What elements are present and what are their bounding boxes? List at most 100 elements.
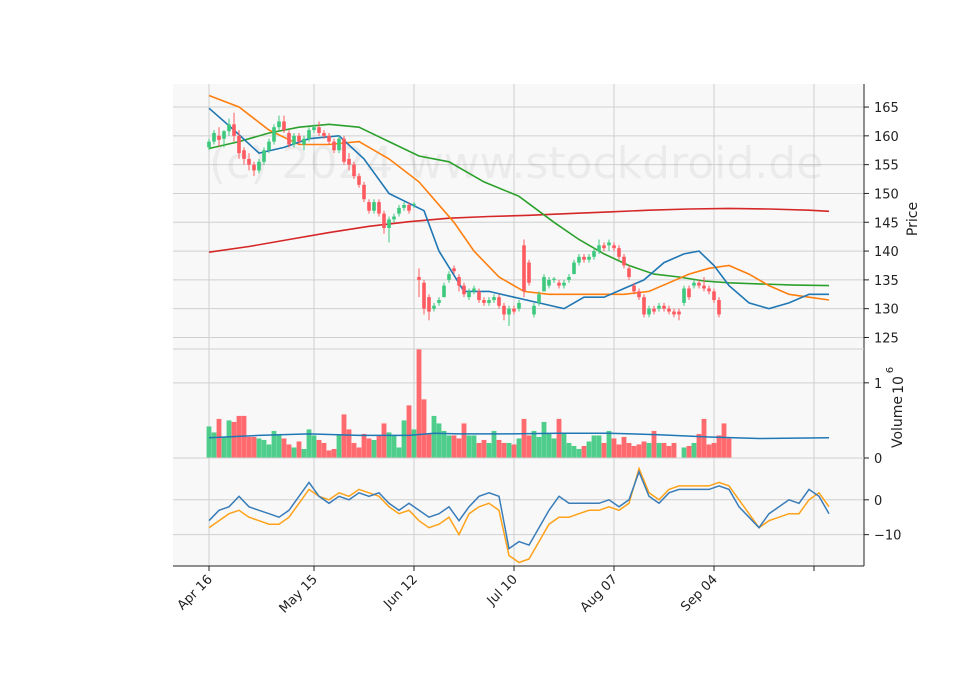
candle-body [552, 278, 556, 280]
candle-body [417, 276, 421, 280]
volume-bar [286, 444, 292, 458]
candle-body [362, 184, 366, 200]
candle-body [447, 274, 451, 280]
volume-bar [631, 445, 637, 458]
volume-bar [466, 435, 472, 458]
volume-bar [311, 435, 317, 458]
price-tick-label: 135 [874, 274, 899, 289]
candle-body [492, 297, 496, 301]
volume-bar [326, 450, 332, 458]
candle-body [442, 285, 446, 298]
candle-body [472, 288, 476, 292]
volume-bar [371, 439, 377, 458]
price-tick-label: 155 [874, 159, 899, 174]
candle-body [382, 213, 386, 229]
volume-bar [206, 426, 212, 458]
candle-body [377, 202, 381, 214]
volume-bar [701, 418, 707, 458]
volume-bar [301, 448, 307, 458]
volume-bar [401, 420, 407, 458]
volume-bar [541, 421, 547, 458]
volume-bar [211, 432, 217, 458]
candle-body [267, 141, 271, 151]
volume-bar [416, 349, 422, 458]
volume-bar [391, 435, 397, 458]
price-tick-label: 150 [874, 187, 899, 202]
volume-bar [501, 442, 507, 458]
candle-body [617, 248, 621, 257]
volume-bar [526, 435, 532, 458]
candle-body [642, 297, 646, 315]
candle-body [242, 150, 246, 159]
volume-bar [361, 433, 367, 458]
candle-body [247, 158, 251, 165]
volume-bar [601, 442, 607, 458]
candle-body [352, 164, 356, 177]
candle-body [672, 311, 676, 315]
candle-body [497, 297, 501, 306]
volume-bar [331, 448, 337, 458]
candle-body [427, 297, 431, 312]
volume-bar [721, 423, 727, 458]
candle-body [532, 305, 536, 315]
volume-bar [396, 447, 402, 458]
volume-layer [206, 349, 830, 458]
candle-body [537, 294, 541, 303]
volume-bar [386, 432, 392, 458]
x-tick-label: Jul 10 [484, 572, 521, 609]
candle-body [327, 135, 331, 142]
candle-body [217, 135, 221, 140]
volume-bar [696, 433, 702, 458]
candle-body [292, 135, 296, 145]
volume-scale-base: 10 [891, 376, 907, 394]
candle-body [322, 132, 326, 136]
volume-bar [421, 399, 427, 458]
volume-bar [536, 436, 542, 458]
volume-bar [411, 429, 417, 458]
candle-body [592, 251, 596, 257]
volume-bar [716, 435, 722, 458]
candle-body [612, 245, 616, 249]
candlestick-layer [207, 112, 721, 326]
x-tick-label: Apr 16 [175, 572, 216, 613]
volume-tick-label: 0 [874, 452, 882, 467]
candle-body [687, 288, 691, 298]
volume-bar [321, 442, 327, 458]
volume-bar [511, 444, 517, 458]
candle-body [512, 308, 516, 312]
candle-body [602, 245, 606, 249]
volume-bar [306, 429, 312, 458]
x-tick-label: Jun 12 [381, 572, 421, 612]
volume-bar [561, 433, 567, 458]
price-tick-label: 125 [874, 331, 899, 346]
volume-bar [551, 438, 557, 458]
volume-bar [216, 418, 222, 458]
volume-average-line [208, 432, 830, 440]
volume-bar [571, 445, 577, 458]
candle-body [367, 202, 371, 211]
volume-bar [231, 421, 237, 458]
volume-bar [641, 441, 647, 458]
oscillator-tick-label: −10 [874, 529, 901, 544]
volume-bar [611, 438, 617, 458]
volume-bar [566, 442, 572, 458]
volume-bar [271, 430, 277, 458]
candle-body [522, 245, 526, 292]
oscillator-panel-background [173, 458, 864, 566]
candle-body [227, 124, 231, 132]
candle-body [507, 308, 511, 315]
volume-bar [656, 442, 662, 458]
candle-body [542, 276, 546, 292]
oscillator-signal-line [208, 466, 830, 564]
candle-body [677, 311, 681, 315]
candle-body [287, 132, 291, 145]
price-tick-label: 130 [874, 303, 899, 318]
candle-body [557, 282, 561, 286]
candle-body [272, 127, 276, 142]
x-tick-label: May 15 [277, 572, 321, 616]
price-axis-label: Price [905, 202, 921, 236]
volume-bar [586, 441, 592, 458]
candle-body [467, 291, 471, 298]
candle-body [237, 135, 241, 154]
